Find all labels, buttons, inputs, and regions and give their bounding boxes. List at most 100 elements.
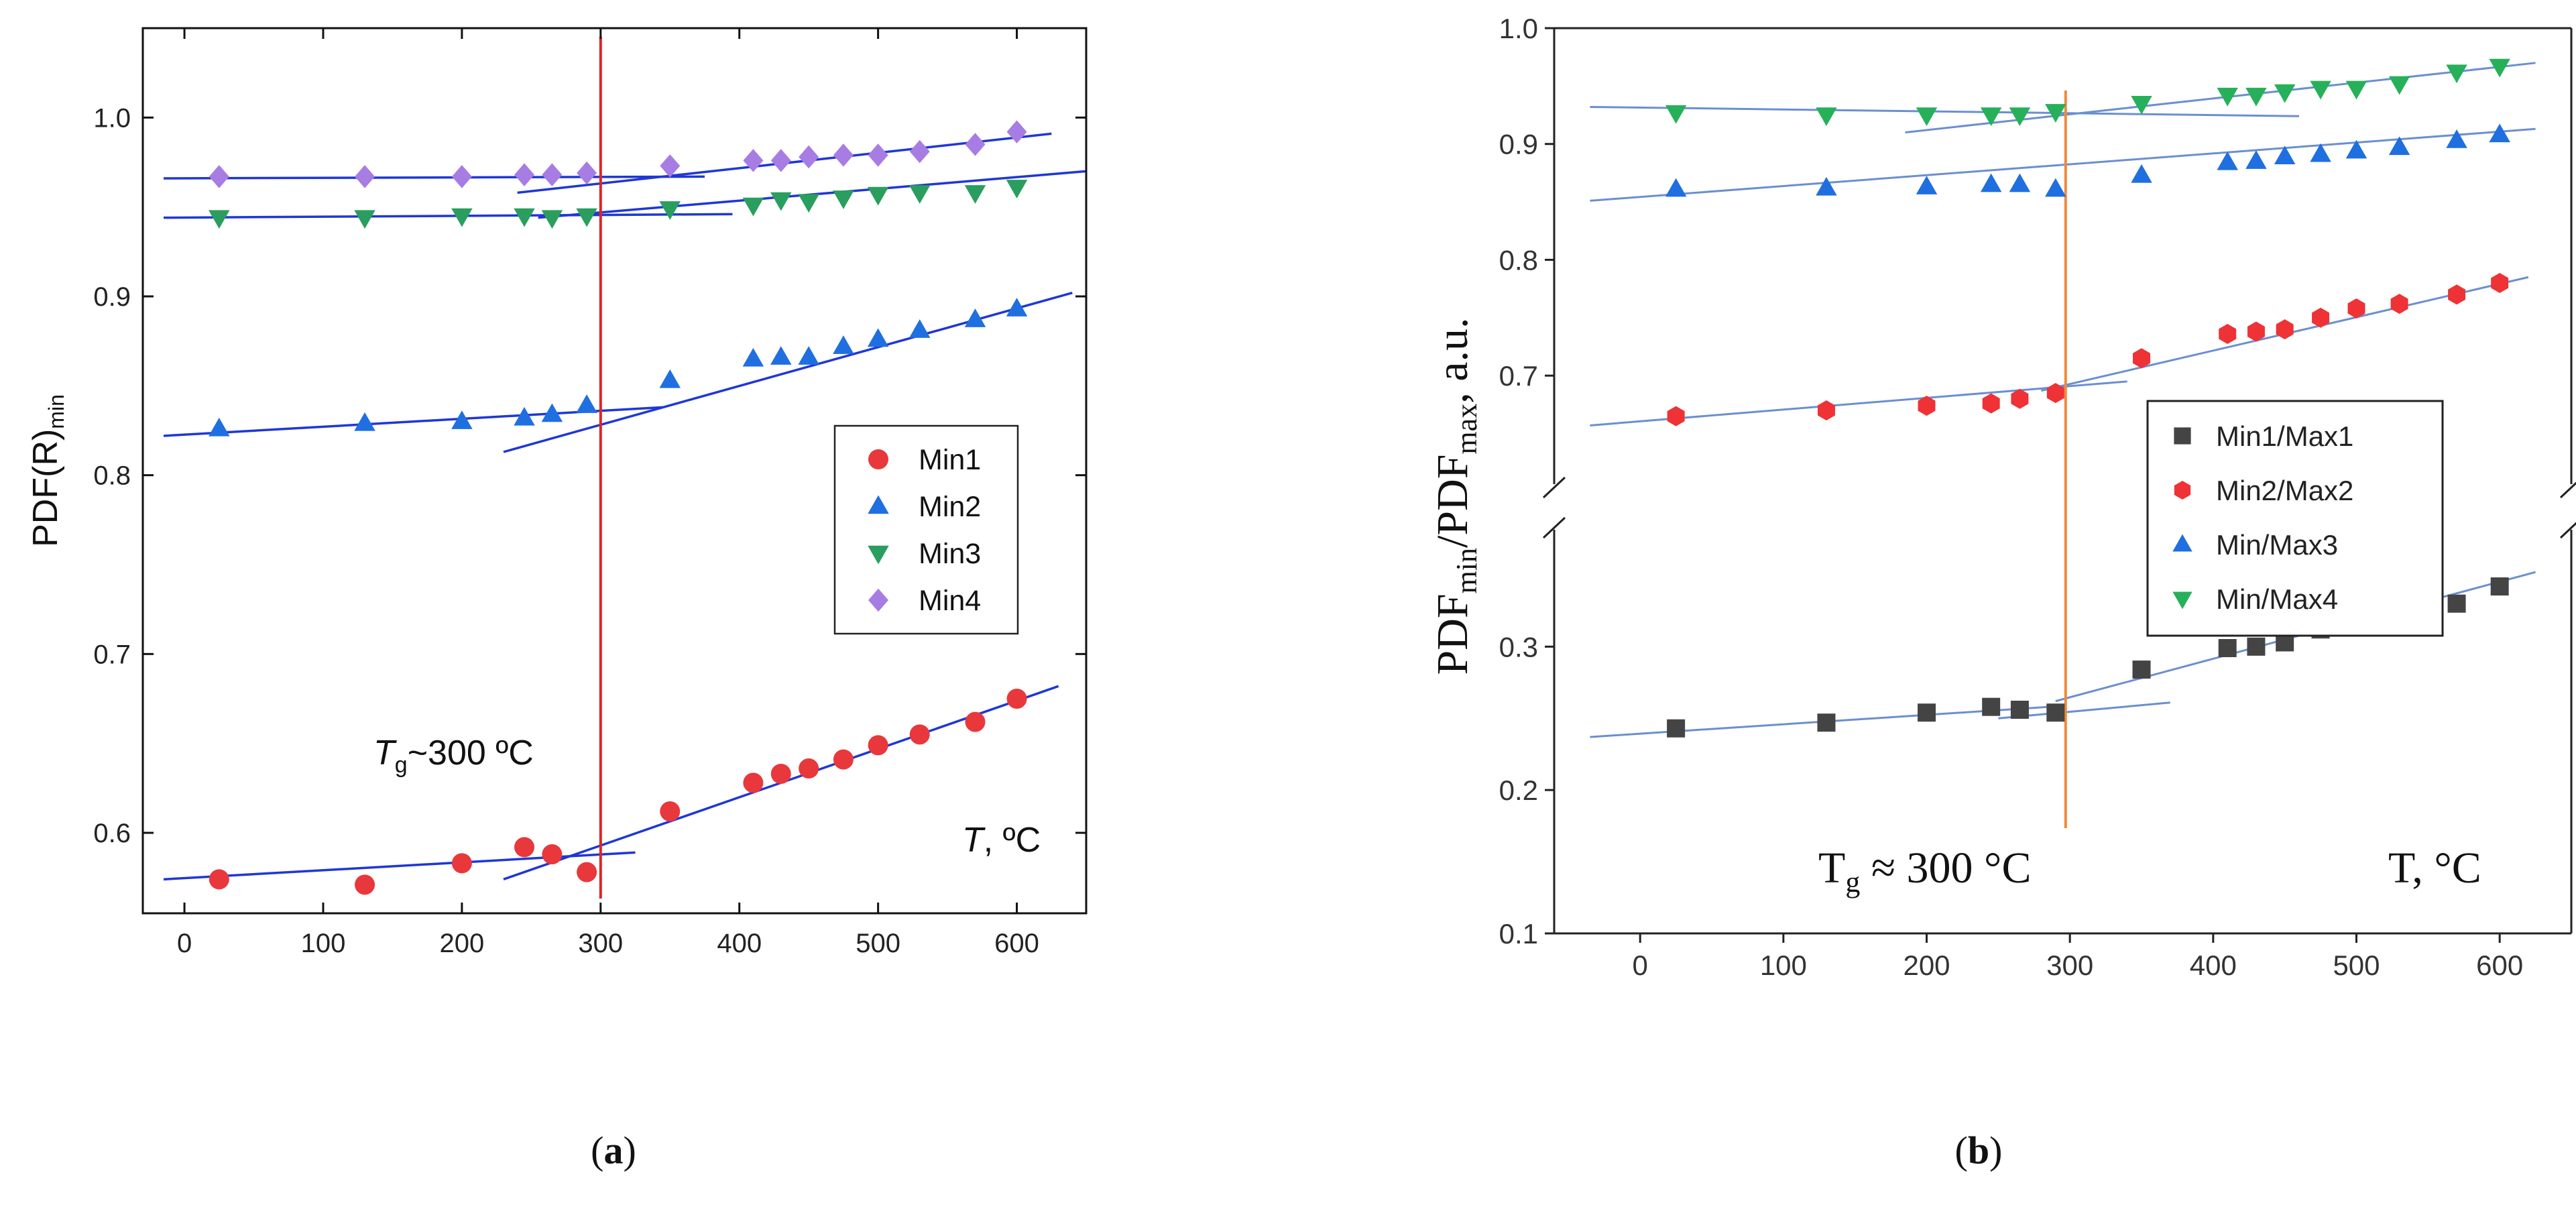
panel-a-legend-marker-min2	[868, 495, 889, 514]
panel-a-point-min1-0	[209, 869, 229, 890]
panel-b-legend-marker-min2-max2	[2174, 481, 2191, 500]
panel-b-point-min1-max1-1	[1817, 713, 1836, 732]
panel-b-y-axis-label: PDFmin/PDFmax, a.u.	[1428, 317, 1483, 675]
panel-a-x-tick-label-0: 0	[177, 929, 192, 958]
panel-b-point-min-max4-6	[2131, 96, 2152, 115]
panel-a-point-min4-4	[542, 163, 563, 186]
panel-a-label: (a)	[591, 1129, 636, 1172]
panel-b-series-min2-max2	[1667, 273, 2509, 426]
panel-b-axes	[1542, 27, 2576, 935]
panel-b-fit-line-6	[1590, 105, 2300, 117]
panel-a-point-min2-0	[209, 417, 230, 437]
panel-b-tg-annotation: Tg ≈ 300 °C	[1818, 844, 2031, 899]
panel-a-point-min3-13	[964, 185, 986, 204]
panel-b-legend: Min1/Max1 Min2/Max2 Min/Max3 Min/Max4	[2146, 400, 2444, 637]
panel-a-fit-line-0	[163, 851, 636, 881]
panel-b-label: (b)	[1955, 1129, 2003, 1172]
panel-a-x-label-symbol: T	[962, 821, 986, 860]
panel-b-point-min-max3-12	[2388, 136, 2410, 156]
panel-b-y-label-sub: min	[1450, 548, 1483, 593]
panel-b-fit-line-5	[1590, 127, 2536, 202]
panel-b-legend-label-min1-max1: Min1/Max1	[2216, 420, 2353, 452]
panel-b-point-min-max3-2	[1916, 176, 1938, 194]
panel-b-point-min-max3-10	[2310, 143, 2331, 162]
panel-a-point-min4-10	[833, 143, 854, 167]
panel-a-fit-line-6	[164, 175, 705, 180]
panel-a-point-min3-11	[867, 186, 889, 206]
panel-a-plot-frame	[141, 27, 1088, 915]
panel-a-point-min1-4	[542, 844, 563, 864]
panel-b-y-label-tail: , a.u.	[1428, 317, 1477, 403]
panel-a-point-min4-0	[209, 165, 229, 188]
panel-b-point-min-max3-4	[2009, 173, 2031, 192]
panel-a-point-min3-0	[209, 210, 230, 229]
panel-a-point-min4-13	[965, 133, 986, 156]
panel-a-label-letter: a	[604, 1129, 624, 1172]
panel-a-y-tick-label-0: 0.6	[93, 819, 131, 848]
panel-b-fit-line-7	[1905, 62, 2536, 133]
panel-b-y-tick-label-1: 0.2	[1499, 774, 1538, 806]
panel-a-point-min1-13	[965, 711, 986, 732]
panel-b-point-min-max3-3	[1980, 173, 2002, 192]
panel-a-point-min1-3	[514, 837, 535, 858]
panel-a-x-tick-label-2: 200	[440, 929, 485, 958]
panel-b-ticks: 0 100 200 300 400 500 600 0.1 0.2 0.3 0.7 0.8 0.9 1.0	[1499, 13, 2524, 981]
panel-b-point-min1-max1-6	[2132, 660, 2151, 679]
panel-b-point-min-max3-13	[2446, 129, 2467, 148]
panel-a-point-min3-5	[576, 208, 597, 227]
panel-a-x-axis-label: T, ºC	[962, 821, 1041, 860]
panel-a-point-min4-6	[660, 154, 681, 178]
panel-b-point-min-max4-12	[2388, 76, 2410, 95]
panel-a-point-min2-2	[451, 410, 473, 429]
panel-a-point-min4-12	[909, 139, 930, 164]
panel-b-point-min-max3-6	[2131, 164, 2152, 183]
panel-a-series-min2	[209, 298, 1028, 437]
panel-a-tg-annotation: Tg~300 ºC	[373, 734, 534, 778]
panel-a-point-min1-14	[1006, 689, 1027, 709]
panel-b-point-min2-max2-6	[2133, 348, 2151, 369]
panel-a-legend-box	[833, 424, 1019, 635]
panel-b-point-min-max4-3	[1980, 107, 2002, 127]
panel-a-legend-label-min4: Min4	[919, 585, 981, 617]
panel-a-legend: Min1 Min2 Min3 Min4	[833, 424, 1019, 635]
panel-a-point-min2-13	[964, 308, 986, 327]
panel-b-x-tick-label-2: 200	[1903, 949, 1950, 981]
panel-a-y-label-sub: min	[44, 394, 68, 429]
panel-b-point-min-max4-8	[2245, 87, 2267, 107]
panel-a-point-min4-1	[355, 165, 375, 188]
panel-b-axis-break-right-1	[2559, 481, 2576, 499]
panel-a-point-min2-7	[742, 347, 764, 367]
panel-b-point-min-max4-14	[2489, 58, 2510, 78]
panel-a-point-min1-10	[833, 749, 854, 770]
panel-a-x-tick-label-1: 100	[301, 929, 346, 958]
panel-b-point-min1-max1-5	[2046, 703, 2065, 722]
panel-a-tg-symbol: T	[373, 734, 397, 772]
panel-b-y-tick-label-3: 0.7	[1499, 360, 1538, 392]
panel-b-point-min1-max1-0	[1667, 719, 1686, 738]
panel-b-point-min1-max1-3	[1982, 697, 2001, 716]
panel-a-points	[209, 120, 1028, 895]
panel-a-point-min3-1	[354, 210, 375, 229]
panel-a-point-min1-11	[868, 735, 888, 756]
panel-b-point-min-max3-0	[1665, 178, 1687, 197]
panel-a-point-min3-7	[742, 197, 764, 217]
panel-b-x-tick-label-5: 500	[2333, 949, 2380, 981]
panel-b-point-min2-max2-3	[1982, 393, 2000, 414]
panel-b-point-min1-max1-13	[2447, 594, 2466, 613]
panel-b-point-min-max4-0	[1665, 105, 1687, 124]
panel-b-point-min1-max1-8	[2247, 637, 2266, 656]
panel-a-x-tick-label-6: 600	[994, 929, 1039, 958]
panel-a-point-min3-14	[1006, 180, 1028, 198]
panel-b-y-tick-label-2: 0.3	[1499, 631, 1538, 663]
panel-a-series-min1	[209, 689, 1027, 895]
panel-a-point-min3-6	[659, 201, 681, 220]
panel-b-series-min-max4	[1665, 58, 2510, 127]
panel-a-point-min4-11	[868, 143, 888, 167]
panel-a-point-min2-10	[833, 335, 854, 354]
panel-b-tg-symbol: T	[1818, 844, 1845, 893]
panel-a-point-min3-9	[798, 194, 819, 213]
panel-b-legend-marker-min1-max1	[2174, 427, 2191, 445]
panel-a-legend-label-min1: Min1	[919, 444, 981, 476]
panel-a-point-min3-2	[451, 208, 473, 227]
panel-a-point-min1-12	[909, 724, 930, 745]
